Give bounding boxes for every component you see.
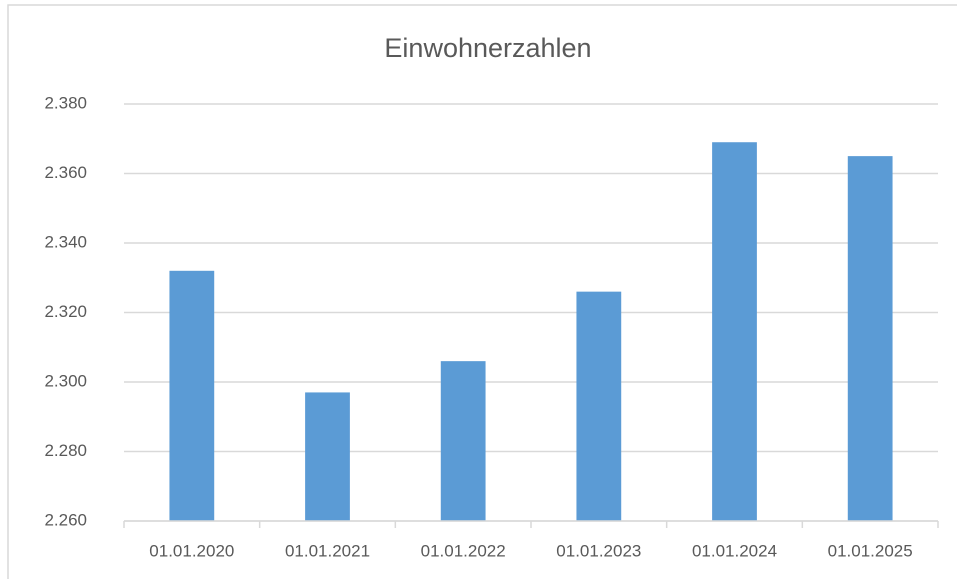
y-tick-label: 2.360 (44, 163, 87, 182)
x-tick-label: 01.01.2020 (149, 541, 234, 560)
bar (305, 392, 350, 521)
bar (712, 142, 757, 521)
x-tick-label: 01.01.2024 (692, 541, 777, 560)
x-tick-label: 01.01.2021 (285, 541, 370, 560)
bar (847, 156, 893, 521)
bar (440, 361, 486, 521)
y-tick-label: 2.260 (44, 510, 87, 529)
y-tick-label: 2.320 (44, 302, 87, 321)
chart-title: Einwohnerzahlen (384, 33, 591, 63)
chart-border (7, 4, 957, 579)
y-tick-label: 2.280 (44, 441, 87, 460)
x-tick-label: 01.01.2022 (421, 541, 506, 560)
y-tick-label: 2.340 (44, 232, 87, 251)
y-tick-label: 2.300 (44, 371, 87, 390)
x-tick-label: 01.01.2023 (556, 541, 641, 560)
y-tick-label: 2.380 (44, 93, 87, 112)
x-tick-label: 01.01.2025 (828, 541, 913, 560)
bar (169, 270, 215, 521)
bar (576, 291, 622, 521)
